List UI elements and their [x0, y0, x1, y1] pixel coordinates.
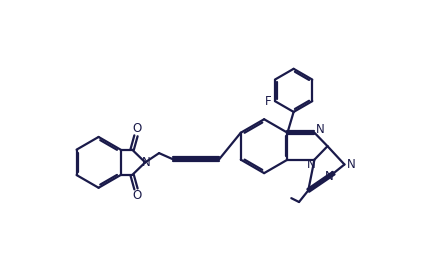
Text: N: N — [307, 158, 316, 171]
Text: N: N — [325, 170, 333, 183]
Text: N: N — [315, 123, 324, 136]
Text: O: O — [132, 189, 142, 202]
Text: O: O — [132, 122, 142, 135]
Text: F: F — [265, 95, 271, 108]
Text: N: N — [142, 156, 150, 169]
Text: N: N — [347, 158, 356, 171]
